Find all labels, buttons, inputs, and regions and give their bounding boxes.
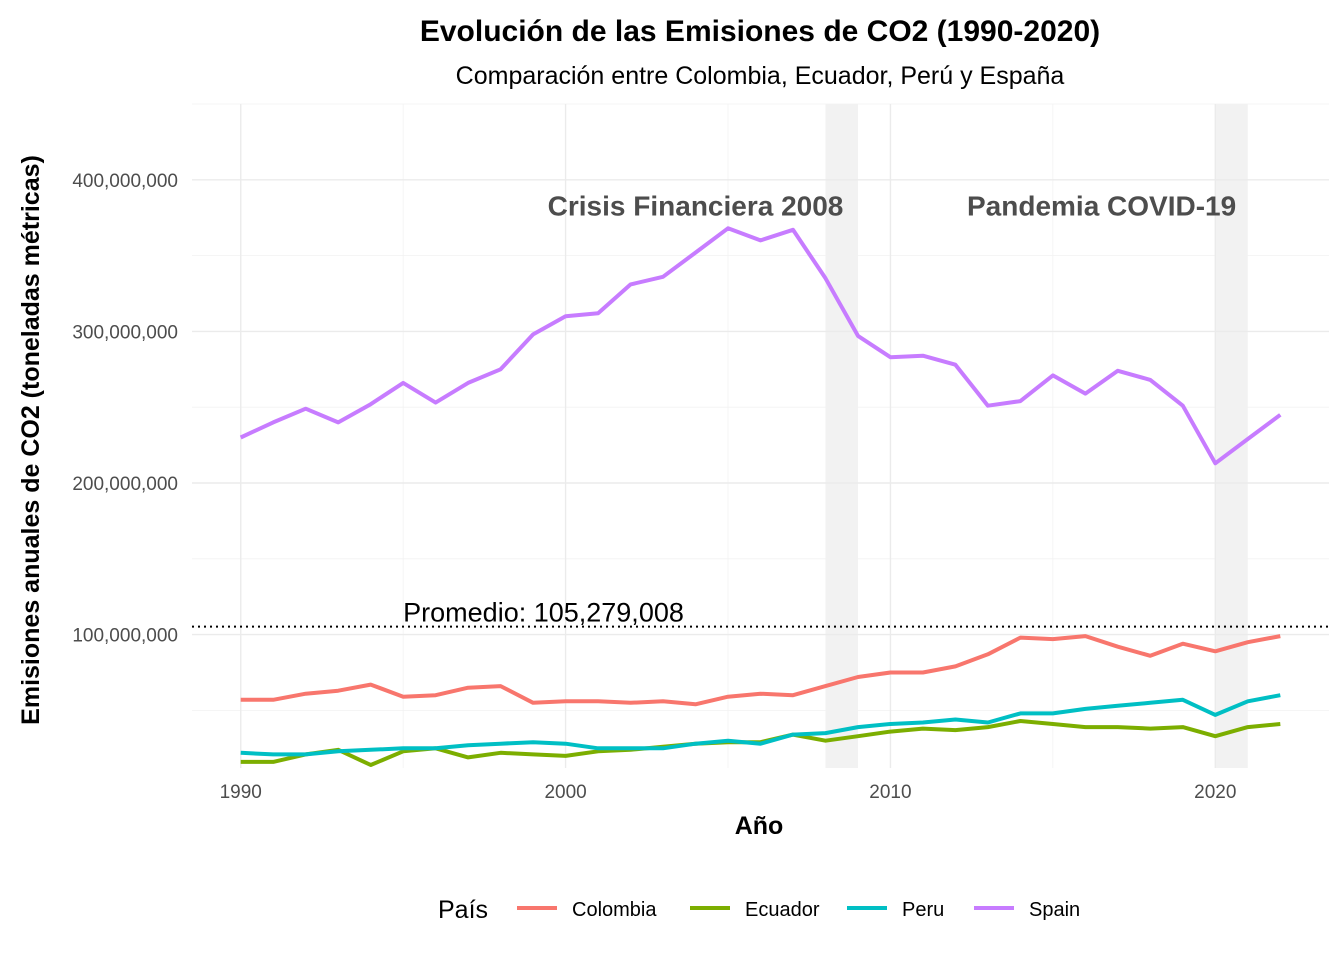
- average-reference-line: Promedio: 105,279,008: [192, 598, 1329, 628]
- y-tick-label: 400,000,000: [72, 171, 178, 192]
- y-tick-label: 100,000,000: [72, 626, 178, 647]
- x-tick-label: 1990: [220, 782, 262, 803]
- series-line-colombia: [240, 634, 1281, 707]
- chart-subtitle: Comparación entre Colombia, Ecuador, Per…: [456, 62, 1065, 90]
- series-line-spain: [239, 226, 1282, 466]
- y-tick-label: 300,000,000: [72, 322, 178, 343]
- y-tick-label: 200,000,000: [72, 474, 178, 495]
- legend-label-ecuador: Ecuador: [745, 899, 820, 921]
- annotation-label-1: Crisis Financiera 2008: [548, 191, 844, 222]
- legend: País Colombia Ecuador Peru Spain: [438, 896, 1080, 924]
- chart-title: Evolución de las Emisiones de CO2 (1990-…: [420, 15, 1100, 48]
- x-tick-label: 2000: [544, 782, 586, 803]
- legend-title: País: [438, 896, 488, 924]
- x-tick-label: 2010: [869, 782, 911, 803]
- legend-label-spain: Spain: [1029, 899, 1080, 921]
- series-line-peru: [240, 693, 1281, 757]
- shaded-periods: [825, 104, 1248, 768]
- legend-label-peru: Peru: [902, 899, 944, 921]
- annotation-label-2: Pandemia COVID-19: [967, 191, 1236, 222]
- shade-period-1: [825, 104, 858, 768]
- shade-period-2: [1215, 104, 1248, 768]
- average-label: Promedio: 105,279,008: [403, 598, 684, 628]
- annotations: Crisis Financiera 2008 Pandemia COVID-19: [548, 191, 1237, 222]
- x-axis-title: Año: [735, 812, 784, 840]
- grid-lines: [192, 103, 1329, 768]
- y-axis-title: Emisiones anuales de CO2 (toneladas métr…: [17, 155, 45, 725]
- legend-label-colombia: Colombia: [572, 899, 657, 921]
- y-axis-ticks: 100,000,000 200,000,000 300,000,000 400,000…: [72, 171, 178, 647]
- x-tick-label: 2020: [1194, 782, 1236, 803]
- x-axis-ticks: 1990 2000 2010 2020: [220, 782, 1237, 803]
- series-lines: [239, 226, 1282, 767]
